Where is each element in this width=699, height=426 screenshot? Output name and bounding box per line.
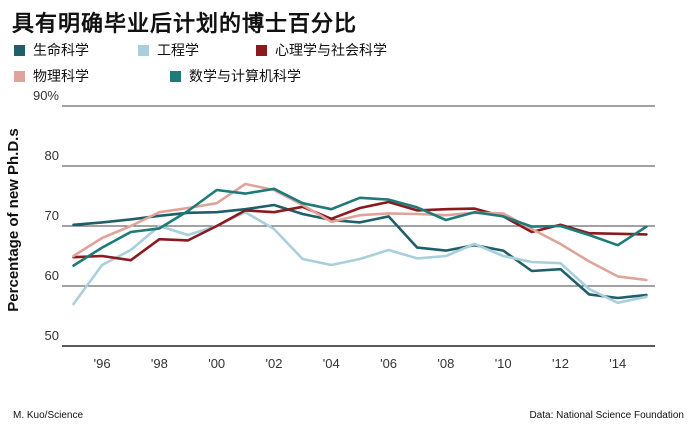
x-tick-label: '14 bbox=[609, 356, 626, 371]
legend-label: 物理科学 bbox=[33, 69, 89, 85]
legend-item-physical-sciences: 物理科学 bbox=[14, 66, 89, 86]
legend-swatch bbox=[138, 44, 149, 56]
y-tick-label: 70 bbox=[45, 208, 59, 223]
x-tick-label: '98 bbox=[151, 356, 168, 371]
series-line-1 bbox=[72, 210, 648, 306]
x-tick-label: '08 bbox=[437, 356, 454, 371]
legend-item-life-sciences: 生命科学 bbox=[14, 40, 89, 60]
legend-label: 心理学与社会科学 bbox=[275, 43, 387, 59]
legend-label: 工程学 bbox=[157, 43, 199, 59]
x-tick-label: '04 bbox=[323, 356, 340, 371]
legend-swatch bbox=[170, 70, 181, 82]
series-line-3 bbox=[72, 182, 648, 282]
chart-title: 具有明确毕业后计划的博士百分比 bbox=[12, 11, 358, 37]
legend-item-math-cs: 数学与计算机科学 bbox=[170, 66, 301, 86]
series-line-0 bbox=[72, 203, 648, 300]
credit-author: M. Kuo/Science bbox=[13, 410, 84, 421]
x-tick-label: '10 bbox=[495, 356, 512, 371]
x-tick-label: '12 bbox=[552, 356, 569, 371]
legend-swatch bbox=[256, 44, 267, 56]
legend-swatch bbox=[14, 44, 25, 56]
y-tick-label: 60 bbox=[45, 268, 59, 283]
x-tick-label: '00 bbox=[208, 356, 225, 371]
y-tick-label: 50 bbox=[45, 328, 59, 343]
legend-label: 数学与计算机科学 bbox=[189, 69, 301, 85]
legend-label: 生命科学 bbox=[33, 43, 89, 59]
x-tick-label: '06 bbox=[380, 356, 397, 371]
series-line-4 bbox=[72, 187, 648, 267]
series-line-2 bbox=[72, 200, 648, 262]
credit-source: Data: National Science Foundation bbox=[529, 410, 684, 421]
legend-item-psych-social: 心理学与社会科学 bbox=[256, 40, 387, 60]
x-tick-label: '02 bbox=[266, 356, 283, 371]
legend-swatch bbox=[14, 70, 25, 82]
y-tick-label: 80 bbox=[45, 148, 59, 163]
y-tick-label: 90% bbox=[33, 88, 59, 103]
x-tick-label: '96 bbox=[94, 356, 111, 371]
legend-item-engineering: 工程学 bbox=[138, 40, 199, 60]
